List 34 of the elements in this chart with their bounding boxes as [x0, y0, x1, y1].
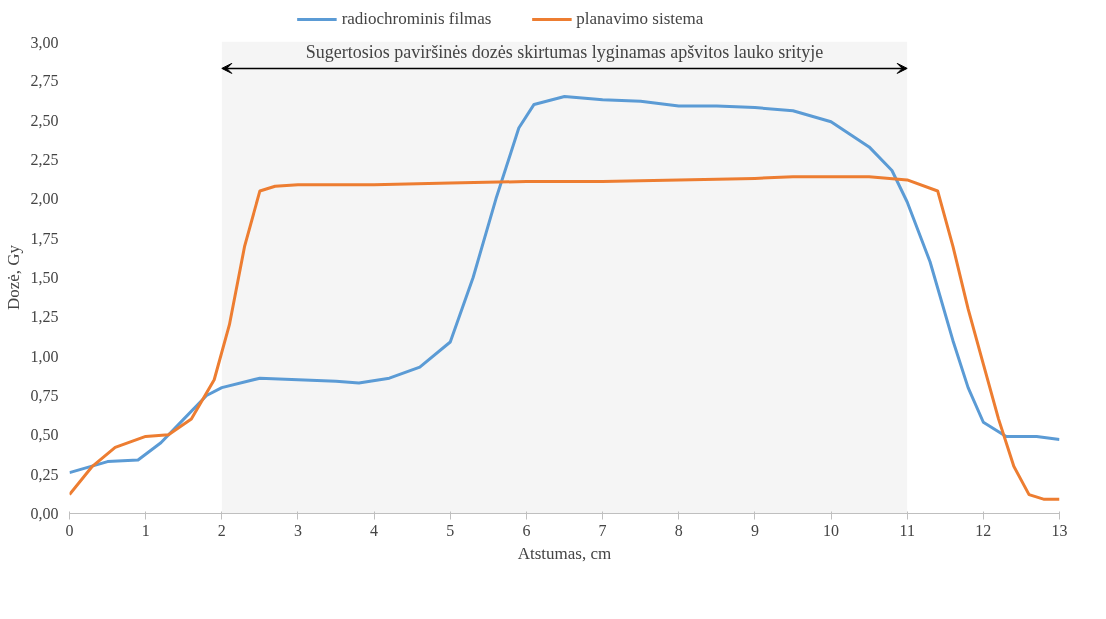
x-tick-label: 13 [1051, 521, 1068, 539]
line-series [69, 175, 1060, 501]
x-tick-label: 9 [750, 521, 759, 539]
legend-label: radiochrominis filmas [341, 9, 492, 29]
y-tick-label: 0,50 [30, 426, 59, 444]
x-tick-label: 12 [975, 521, 992, 539]
y-tick-label: 2,75 [30, 72, 59, 90]
y-tick-label: 2,00 [30, 190, 59, 208]
y-tick-label: 3,00 [30, 33, 59, 51]
line-series [69, 95, 1060, 475]
x-tick-label: 7 [598, 521, 607, 539]
y-tick-label: 2,25 [30, 151, 59, 168]
legend-label: planavimo sistema [576, 9, 704, 29]
x-tick-label: 11 [899, 521, 915, 539]
y-tick-label: 1,00 [30, 347, 59, 365]
x-tick-label: 8 [674, 521, 683, 539]
x-axis-title: Atstumas, cm [517, 543, 612, 563]
x-tick-label: 0 [65, 521, 74, 539]
y-tick-label: 0,25 [30, 465, 59, 483]
x-tick-label: 6 [522, 521, 531, 539]
x-tick-label: 2 [217, 521, 226, 539]
y-axis-title: Dozė, Gy [3, 244, 23, 311]
y-tick-label: 0,00 [30, 505, 59, 522]
x-tick-label: 5 [446, 521, 455, 539]
y-tick-label: 0,75 [30, 387, 59, 404]
x-tick-label: 1 [141, 521, 150, 539]
y-tick-label: 2,50 [30, 111, 59, 129]
x-tick-label: 3 [293, 521, 302, 539]
x-tick-label: 10 [823, 521, 840, 539]
band-label: Sugertosios paviršinės dozės skirtumas lyginamas apšvitos lauko srityje [305, 42, 824, 63]
y-tick-label: 1,75 [30, 229, 59, 247]
y-tick-label: 1,25 [30, 308, 59, 326]
x-tick-label: 4 [370, 521, 379, 539]
y-tick-label: 1,50 [30, 269, 59, 286]
